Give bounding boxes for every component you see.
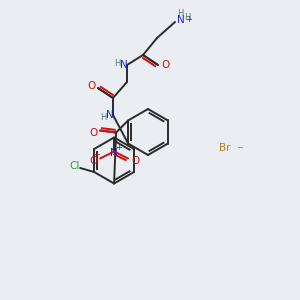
Text: O: O	[87, 81, 95, 91]
Text: Br: Br	[219, 143, 231, 153]
Text: H: H	[114, 58, 120, 68]
Text: O: O	[131, 155, 139, 166]
Text: Cl: Cl	[69, 161, 80, 171]
Text: N: N	[177, 15, 185, 25]
Text: N: N	[106, 110, 114, 120]
Text: H: H	[100, 112, 106, 122]
Text: +: +	[116, 143, 122, 152]
Text: N: N	[110, 148, 118, 158]
Text: −: −	[94, 150, 100, 159]
Text: O: O	[89, 128, 97, 137]
Text: H: H	[184, 14, 190, 22]
Text: N: N	[120, 60, 128, 70]
Text: +: +	[186, 16, 192, 25]
Text: H: H	[177, 10, 183, 19]
Text: −: −	[236, 143, 244, 152]
Text: O: O	[161, 60, 169, 70]
Text: O: O	[89, 155, 97, 166]
